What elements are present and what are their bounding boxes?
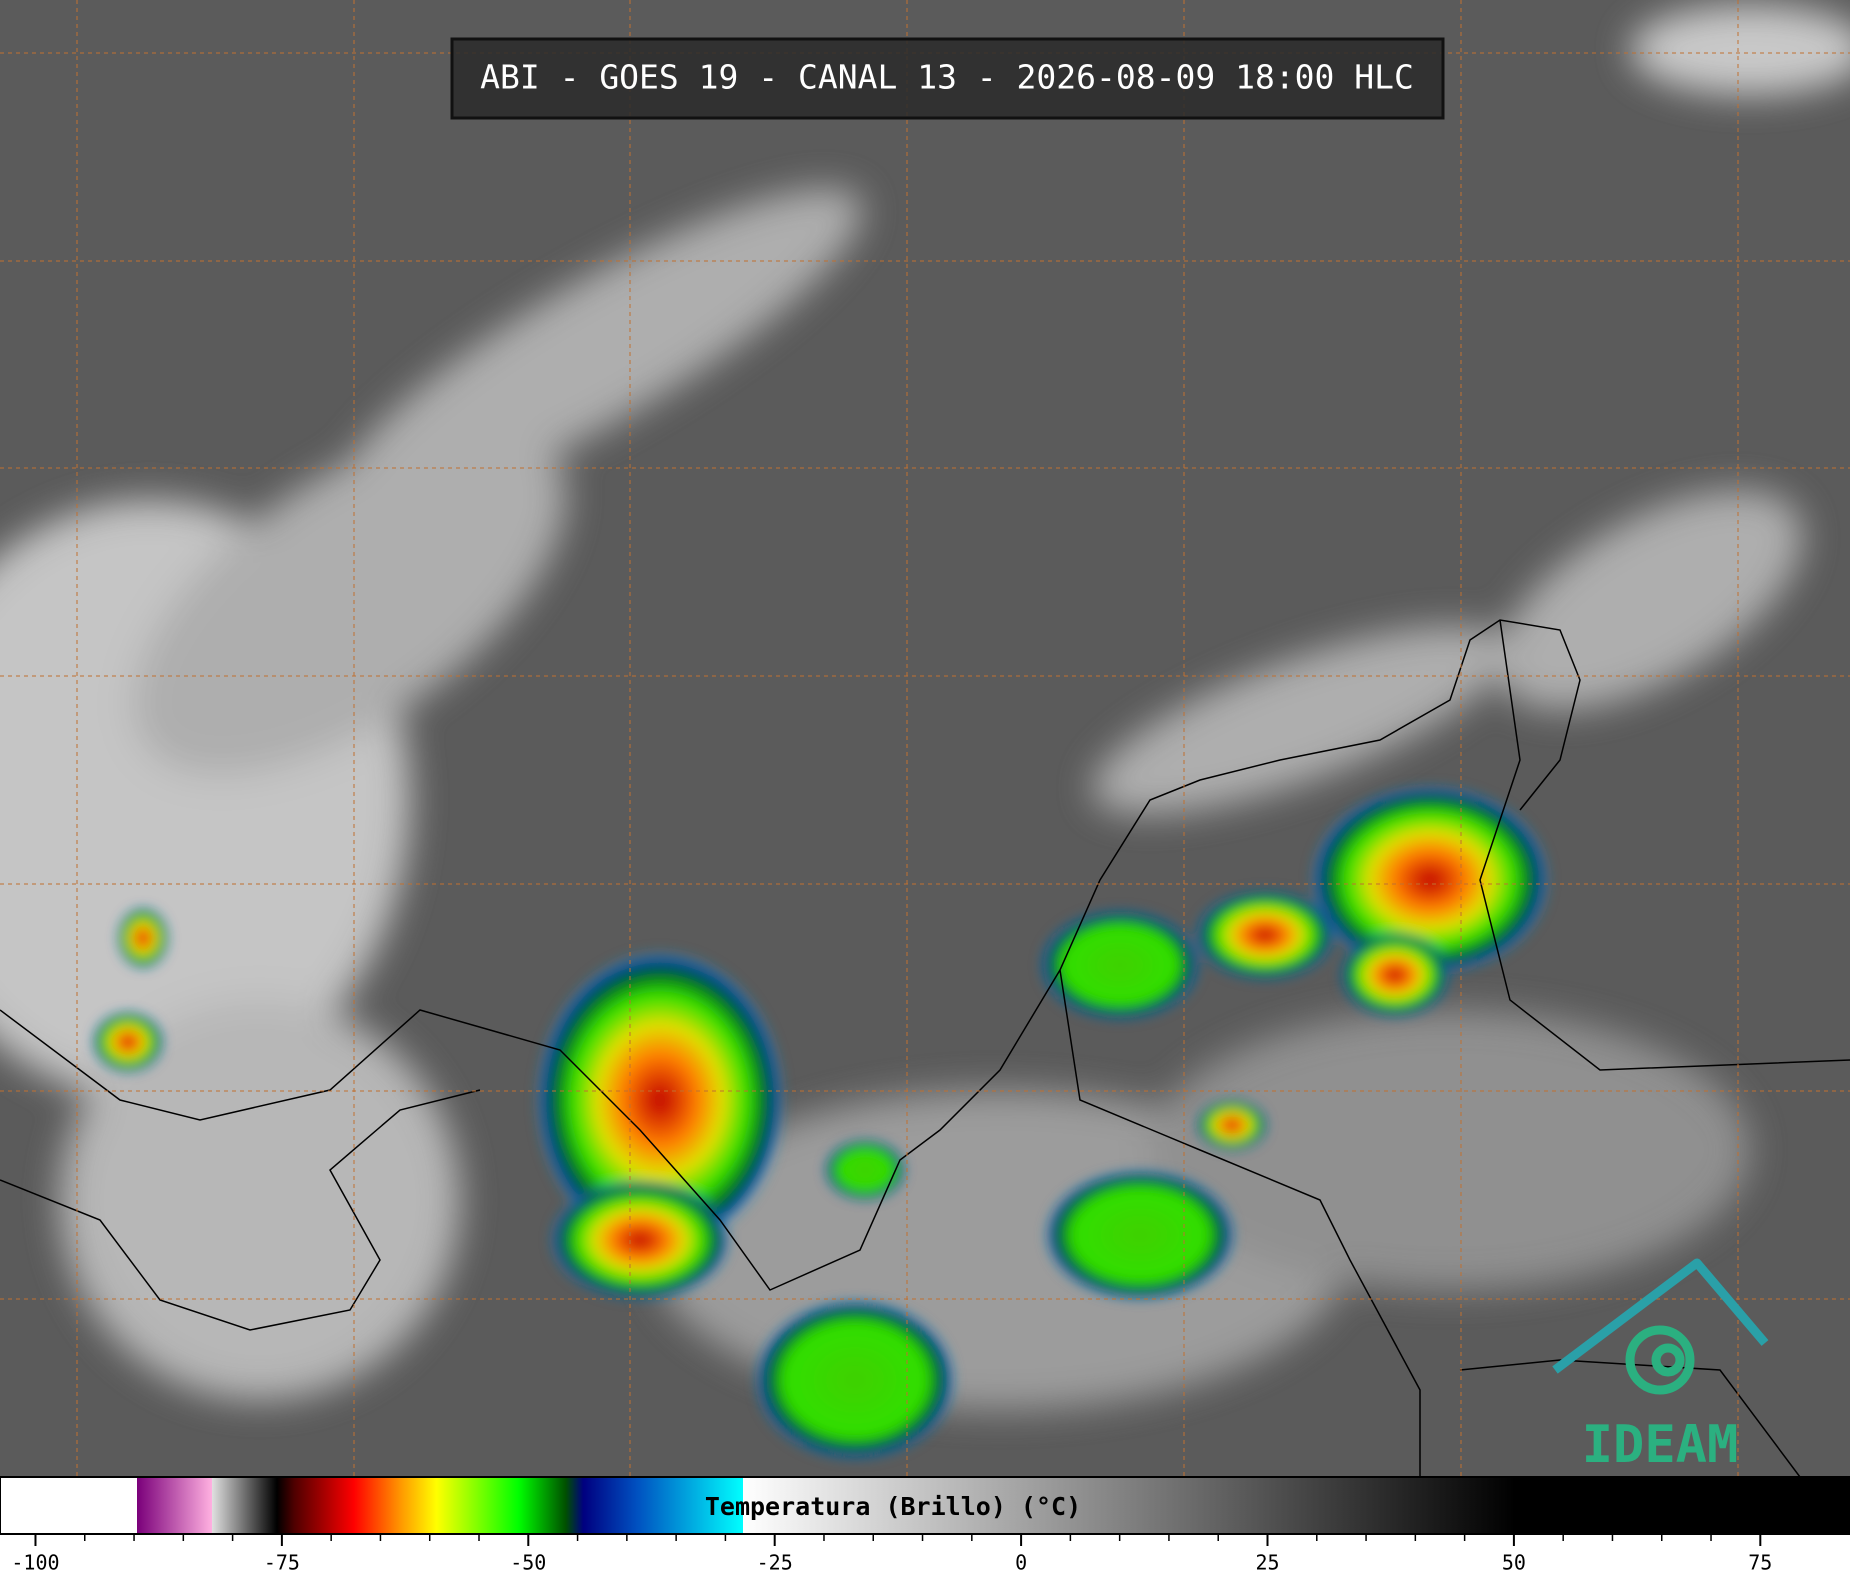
colorbar-label: Temperatura (Brillo) (°C) — [705, 1492, 1081, 1521]
logo-text: IDEAM — [1582, 1415, 1739, 1475]
tick-label: 75 — [1748, 1551, 1772, 1575]
colorbar-gradient — [0, 1477, 1850, 1534]
convective-cells — [93, 785, 1550, 1460]
colorbar: Temperatura (Brillo) (°C) -100 -75 -50 -25 0… — [0, 1476, 1850, 1575]
tick-label: -25 — [757, 1551, 793, 1575]
title-box — [450, 37, 1445, 120]
tick-label: -50 — [510, 1551, 546, 1575]
title: ABI - GOES 19 - CANAL 13 - 2026-08-09 18… — [480, 58, 1414, 97]
tick-label: -100 — [11, 1551, 59, 1575]
graticule — [0, 0, 1850, 1477]
map: ABI - GOES 19 - CANAL 13 - 2026-08-09 18… — [0, 0, 1850, 1478]
borders — [0, 619, 1850, 1478]
tick-label: 25 — [1255, 1551, 1279, 1575]
tick-label: -75 — [264, 1551, 300, 1575]
tick-label: 0 — [1015, 1551, 1027, 1575]
clouds — [0, 5, 1850, 1410]
logo — [1552, 1258, 1769, 1395]
colorbar-frame — [0, 1476, 1850, 1535]
tick-label: 50 — [1502, 1551, 1526, 1575]
